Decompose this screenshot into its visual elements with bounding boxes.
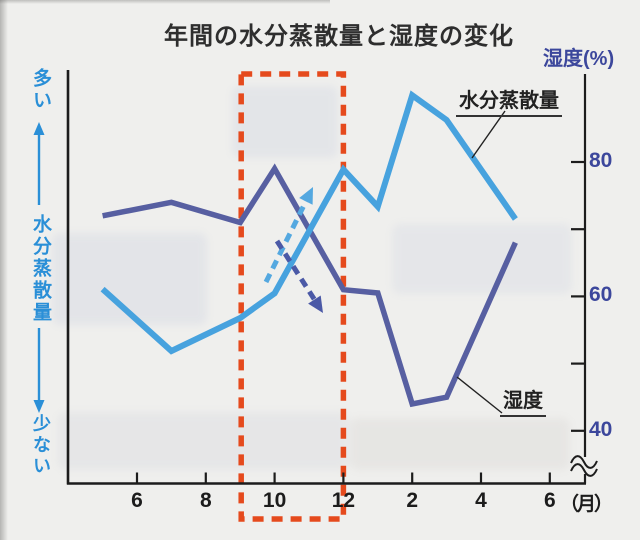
transpiration-line [100, 90, 518, 355]
scan-edge [0, 0, 8, 540]
up-trend-arrow [263, 187, 313, 284]
left-axis-high-label: 多い [30, 68, 51, 112]
highlight-box-oct-dec [238, 71, 347, 522]
x-tick-label: 4 [475, 489, 487, 512]
print-bleed-ghost [392, 224, 572, 294]
chart-title: 年間の水分蒸散量と湿度の変化 [164, 23, 514, 50]
y-tick-label: 40 [589, 417, 613, 441]
humidity-series-label: 湿度 [500, 384, 546, 417]
scan-edge [0, 0, 330, 4]
right-axis-title: 湿度(%) [543, 48, 615, 70]
x-tick-label: 8 [199, 489, 212, 512]
x-tick-label: 12 [331, 489, 356, 512]
x-axis-unit-label: （月） [560, 494, 613, 515]
humidity-line [102, 163, 518, 408]
x-tick-label: 2 [406, 489, 419, 512]
x-tick-label: 6 [131, 489, 143, 512]
more-arrow-icon [33, 122, 45, 205]
transpiration-label-leader [471, 110, 506, 159]
down-trend-arrow [274, 239, 323, 313]
transpiration-series-label: 水分蒸散量 [456, 84, 562, 117]
axis-break-icon [570, 455, 598, 469]
y-tick-label: 80 [589, 149, 613, 172]
left-axis-title: 水分蒸散量 [30, 214, 51, 324]
print-bleed-ghost [232, 86, 338, 158]
humidity-label-leader [456, 376, 503, 414]
print-bleed-ghost [58, 412, 348, 470]
less-arrow-icon [33, 328, 45, 413]
x-tick-label: 6 [543, 489, 556, 512]
x-tick-label: 10 [262, 489, 287, 512]
y-tick-label: 60 [589, 283, 613, 307]
print-bleed-ghost [350, 418, 570, 470]
left-axis-low-label: 少ない [31, 414, 51, 477]
